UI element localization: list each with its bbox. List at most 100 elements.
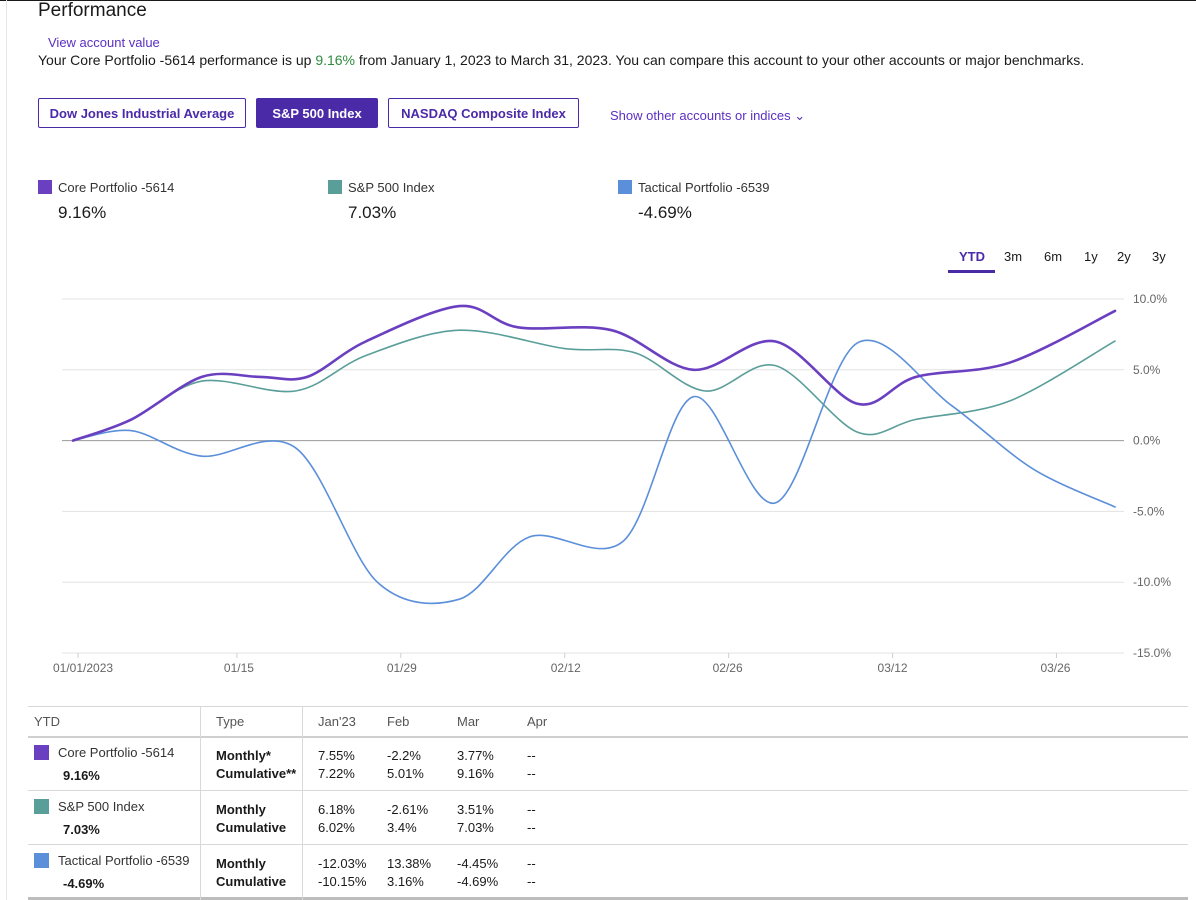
table-header-mar: Mar <box>457 714 480 729</box>
x-tick-label: 01/01/2023 <box>53 661 113 675</box>
page-title: Performance <box>38 0 147 21</box>
cell-value: -4.69% <box>457 874 499 889</box>
cell-value: -- <box>527 856 536 871</box>
top-border <box>0 0 1196 1</box>
cell-type: Monthly* <box>216 748 271 763</box>
summary-prefix: Your Core Portfolio -5614 performance is… <box>38 52 316 68</box>
row-color-swatch <box>34 853 49 868</box>
row-name: S&P 500 Index <box>58 799 145 814</box>
row-color-swatch <box>34 799 49 814</box>
cell-value: -2.2% <box>387 748 421 763</box>
benchmark-dow-jones-button[interactable]: Dow Jones Industrial Average <box>38 98 246 128</box>
cell-value: 3.16% <box>387 874 424 889</box>
cell-value: -- <box>527 802 536 817</box>
cell-value: -- <box>527 820 536 835</box>
cell-value: 7.03% <box>457 820 494 835</box>
y-tick-label: -10.0% <box>1133 575 1171 589</box>
range-tab-underline <box>948 270 995 273</box>
legend-item-sp500: S&P 500 Index 7.03% <box>328 179 435 223</box>
benchmark-sp500-button[interactable]: S&P 500 Index <box>256 98 378 128</box>
chart-series <box>71 304 1117 605</box>
cell-value: -10.15% <box>318 874 367 889</box>
legend-name: Core Portfolio -5614 <box>58 180 175 195</box>
range-tab-2y[interactable]: 2y <box>1117 249 1131 264</box>
x-tick-label: 02/26 <box>713 661 743 675</box>
x-tick-label: 01/15 <box>224 661 254 675</box>
left-border <box>6 0 7 900</box>
row-total: 9.16% <box>63 768 100 783</box>
x-tick-label: 03/26 <box>1040 661 1070 675</box>
y-tick-label: 10.0% <box>1133 292 1167 306</box>
cell-value: 7.55% <box>318 748 355 763</box>
cell-value: 3.51% <box>457 802 494 817</box>
table-row-divider <box>28 790 1188 791</box>
y-tick-label: 0.0% <box>1133 434 1161 448</box>
range-tab-3y[interactable]: 3y <box>1152 249 1166 264</box>
row-total: -4.69% <box>63 876 105 891</box>
range-tab-1y[interactable]: 1y <box>1084 249 1098 264</box>
table-header-apr: Apr <box>527 714 548 729</box>
view-account-value-link[interactable]: View account value <box>48 35 160 50</box>
cell-type: Cumulative** <box>216 766 297 781</box>
table-bottom-divider <box>28 897 1188 900</box>
cell-value: -12.03% <box>318 856 367 871</box>
legend-name: Tactical Portfolio -6539 <box>638 180 770 195</box>
legend-value: 7.03% <box>348 203 397 222</box>
cell-value: 7.22% <box>318 766 355 781</box>
cell-value: 6.18% <box>318 802 355 817</box>
x-tick-label: 03/12 <box>878 661 908 675</box>
table-top-divider <box>28 706 1188 707</box>
cell-value: -- <box>527 874 536 889</box>
cell-type: Cumulative <box>216 820 287 835</box>
table-row-divider <box>28 844 1188 845</box>
cell-type: Cumulative <box>216 874 287 889</box>
cell-value: -2.61% <box>387 802 429 817</box>
cell-value: 13.38% <box>387 856 432 871</box>
range-tab-ytd[interactable]: YTD <box>959 249 985 264</box>
benchmark-nasdaq-button[interactable]: NASDAQ Composite Index <box>388 98 579 128</box>
range-tab-3m[interactable]: 3m <box>1004 249 1023 264</box>
table-column-divider <box>302 706 303 900</box>
chart-gridlines <box>62 298 1124 654</box>
cell-type: Monthly <box>216 802 266 817</box>
x-tick-label: 02/12 <box>551 661 581 675</box>
row-color-swatch <box>34 745 49 760</box>
cell-value: 6.02% <box>318 820 355 835</box>
table-header-type: Type <box>216 714 245 729</box>
table-header-ytd: YTD <box>34 714 60 729</box>
legend-item-tactical-portfolio: Tactical Portfolio -6539 -4.69% <box>618 179 770 223</box>
cell-value: 5.01% <box>387 766 424 781</box>
performance-summary: Your Core Portfolio -5614 performance is… <box>38 52 1084 68</box>
cell-type: Monthly <box>216 856 266 871</box>
cell-value: 9.16% <box>457 766 494 781</box>
row-name: Tactical Portfolio -6539 <box>58 853 190 868</box>
cell-value: -- <box>527 766 536 781</box>
series-line-s-p-500-index <box>72 329 1116 442</box>
performance-chart: 01/01/2023 01/15 01/29 02/12 02/26 03/12 03/26… <box>53 292 1171 675</box>
cell-value: -4.45% <box>457 856 499 871</box>
chart-x-axis: 01/01/2023 01/15 01/29 02/12 02/26 03/12 03/26 <box>53 653 1071 675</box>
table-header-jan: Jan'23 <box>318 714 356 729</box>
series-line-core-portfolio-5614 <box>71 304 1117 442</box>
legend-item-core-portfolio: Core Portfolio -5614 9.16% <box>38 179 174 223</box>
series-line-tactical-portfolio-6539 <box>72 339 1116 605</box>
row-total: 7.03% <box>63 822 100 837</box>
y-tick-label: 5.0% <box>1133 363 1161 377</box>
table-header-feb: Feb <box>387 714 410 729</box>
legend-swatch <box>618 180 632 194</box>
cell-value: -- <box>527 748 536 763</box>
legend-value: -4.69% <box>638 203 692 222</box>
range-tab-6m[interactable]: 6m <box>1044 249 1063 264</box>
legend-swatch <box>38 180 52 194</box>
show-other-accounts-dropdown[interactable]: Show other accounts or indices ⌄ <box>610 108 806 123</box>
legend-swatch <box>328 180 342 194</box>
y-tick-label: -5.0% <box>1133 504 1165 518</box>
legend-value: 9.16% <box>58 203 107 222</box>
y-tick-label: -15.0% <box>1133 646 1171 660</box>
row-name: Core Portfolio -5614 <box>58 745 175 760</box>
cell-value: 3.4% <box>387 820 417 835</box>
summary-suffix: from January 1, 2023 to March 31, 2023. … <box>355 52 1085 68</box>
legend-name: S&P 500 Index <box>348 180 435 195</box>
table-header-divider <box>28 736 1188 738</box>
table-column-divider <box>200 706 201 900</box>
